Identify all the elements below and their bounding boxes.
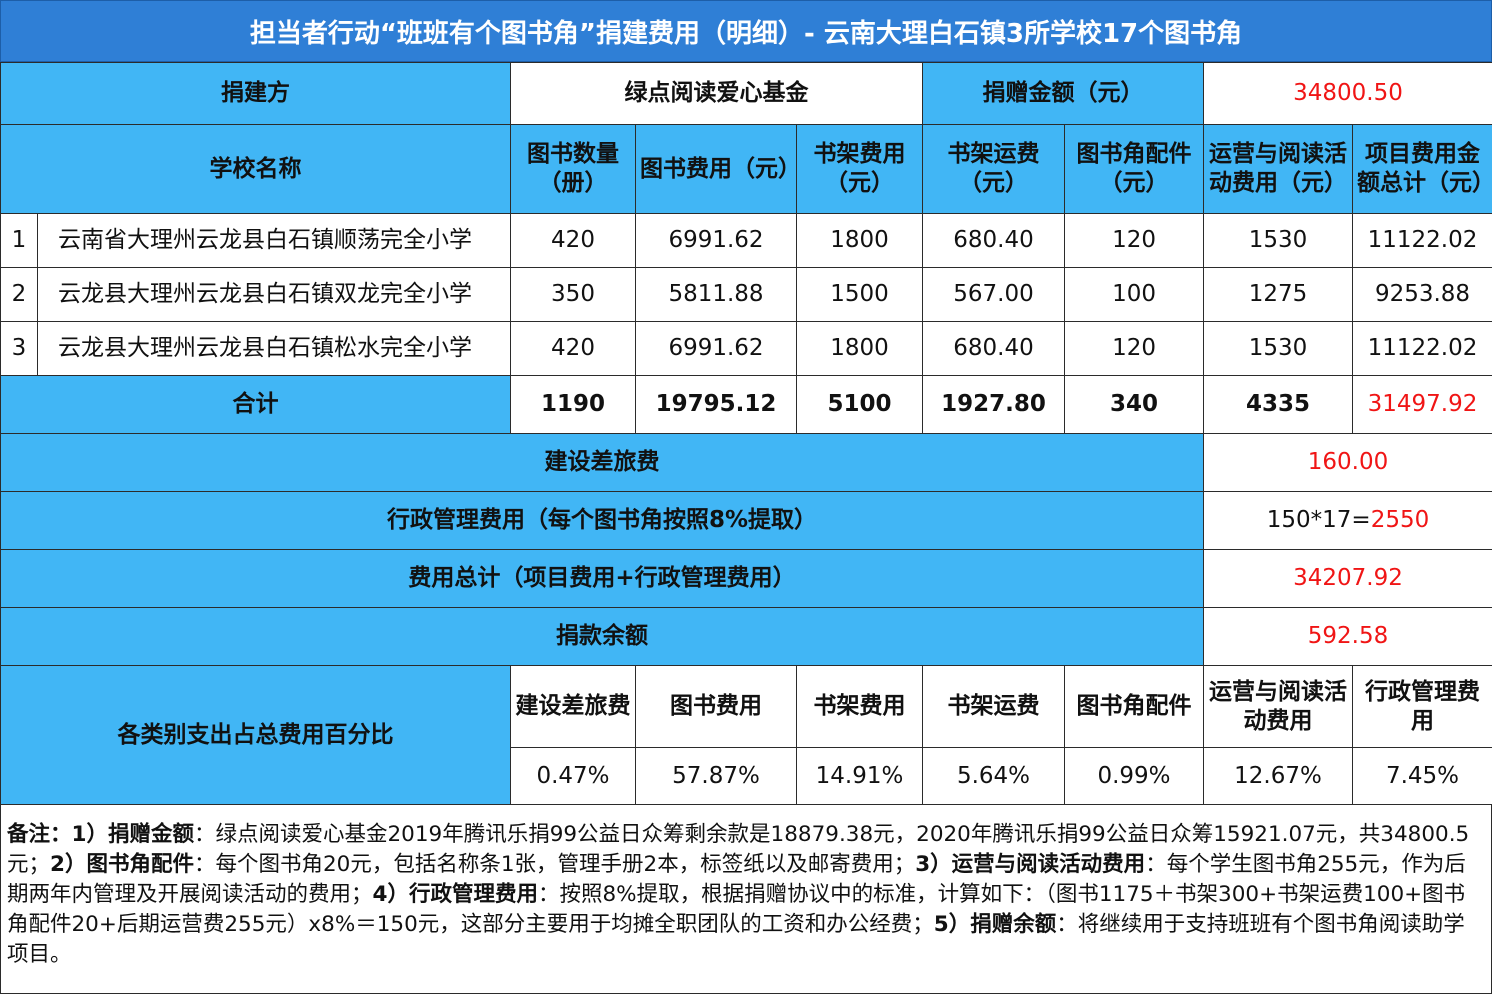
- notes-prefix: 备注：: [7, 822, 72, 847]
- travel-value: 160.00: [1203, 433, 1492, 492]
- percent-header: 图书费用: [635, 665, 797, 748]
- sum-total: 31497.92: [1352, 375, 1492, 434]
- sum-accessories: 340: [1064, 375, 1205, 434]
- note-4-head: 4）行政管理费用: [372, 882, 538, 907]
- accessories: 120: [1064, 213, 1205, 268]
- note-1-text: ：绿点阅读爱心基金2019年腾讯乐捐99公益日众筹剩余款是18879.38元，2…: [7, 822, 1470, 877]
- school-name: 云龙县大理州云龙县白石镇双龙完全小学: [37, 267, 511, 322]
- page-title: 担当者行动“班班有个图书角”捐建费用（明细）- 云南大理白石镇3所学校17个图书…: [0, 0, 1492, 62]
- percent-value: 0.99%: [1064, 747, 1205, 805]
- percent-value: 12.67%: [1203, 747, 1354, 805]
- shelf-cost: 1800: [795, 321, 924, 376]
- donor-name: 绿点阅读爱心基金: [509, 62, 924, 125]
- header-books-cost: 图书费用（元）: [635, 124, 797, 214]
- note-2-head: 2）图书角配件: [50, 852, 194, 877]
- donor-label: 捐建方: [0, 62, 511, 125]
- note-4-text: ：按照8%提取，根据捐赠协议中的标准，计算如下：（图书1175＋书架300+书架…: [7, 882, 1466, 937]
- percent-header: 书架运费: [922, 665, 1066, 748]
- percent-header-row: 各类别支出占总费用百分比 建设差旅费 图书费用 书架费用 书架运费 图书角配件 …: [0, 665, 1492, 805]
- books-cost: 6991.62: [635, 321, 797, 376]
- balance-row: 捐款余额 592.58: [0, 607, 1492, 666]
- books-cost: 6991.62: [635, 213, 797, 268]
- header-books-qty: 图书数量（册）: [510, 124, 636, 214]
- donor-row: 捐建方 绿点阅读爱心基金 捐赠金额（元） 34800.50: [0, 62, 1492, 125]
- header-shelf-cost: 书架费用（元）: [795, 124, 924, 214]
- percent-label: 各类别支出占总费用百分比: [0, 665, 511, 805]
- shelf-freight: 567.00: [922, 267, 1066, 322]
- sum-shelf-cost: 5100: [795, 375, 924, 434]
- books-qty: 420: [510, 321, 636, 376]
- header-project-total: 项目费用金额总计（元）: [1352, 124, 1492, 214]
- percent-value: 7.45%: [1352, 747, 1492, 805]
- table-row: 1 云南省大理州云龙县白石镇顺荡完全小学 420 6991.62 1800 68…: [0, 213, 1492, 268]
- shelf-cost: 1500: [795, 267, 924, 322]
- travel-row: 建设差旅费 160.00: [0, 433, 1492, 492]
- travel-label: 建设差旅费: [0, 433, 1205, 492]
- sum-books-cost: 19795.12: [635, 375, 797, 434]
- shelf-freight: 680.40: [922, 213, 1066, 268]
- note-5-head: 5）捐赠余额: [933, 912, 1057, 937]
- donation-amount-label: 捐赠金额（元）: [922, 62, 1205, 125]
- school-name: 云南省大理州云龙县白石镇顺荡完全小学: [37, 213, 511, 268]
- accessories: 120: [1064, 321, 1205, 376]
- donation-amount-value: 34800.50: [1203, 62, 1492, 125]
- balance-label: 捐款余额: [0, 607, 1205, 666]
- percent-value-row: 0.47% 57.87% 14.91% 5.64% 0.99% 12.67% 7…: [1, 747, 1492, 805]
- notes-section: 备注：1）捐赠金额：绿点阅读爱心基金2019年腾讯乐捐99公益日众筹剩余款是18…: [0, 804, 1492, 994]
- books-cost: 5811.88: [635, 267, 797, 322]
- percent-header: 书架费用: [795, 665, 924, 748]
- sum-operation: 4335: [1203, 375, 1354, 434]
- note-3-head: 3）运营与阅读活动费用: [915, 852, 1146, 877]
- percent-value: 5.64%: [922, 747, 1066, 805]
- expense-table: 捐建方 绿点阅读爱心基金 捐赠金额（元） 34800.50 学校名称 图书数量（…: [0, 62, 1492, 805]
- header-accessories: 图书角配件（元）: [1064, 124, 1205, 214]
- admin-label: 行政管理费用（每个图书角按照8%提取）: [0, 491, 1205, 550]
- note-5-text: ：将继续用于支持班班有个图书角阅读助学项目。: [7, 912, 1465, 967]
- percent-header: 图书角配件: [1064, 665, 1205, 748]
- header-operation: 运营与阅读活动费用（元）: [1203, 124, 1354, 214]
- sum-row: 合计 1190 19795.12 5100 1927.80 340 4335 3…: [0, 375, 1492, 434]
- percent-header: 行政管理费用: [1352, 665, 1492, 748]
- note-3-text: ：每个学生图书角255元，作为后期两年内管理及开展阅读活动的费用；: [7, 852, 1466, 907]
- operation: 1530: [1203, 321, 1354, 376]
- school-name: 云龙县大理州云龙县白石镇松水完全小学: [37, 321, 511, 376]
- balance-value: 592.58: [1203, 607, 1492, 666]
- note-2-text: ：每个图书角20元，包括名称条1张，管理手册2本，标签纸以及邮寄费用；: [193, 852, 916, 877]
- sum-books-qty: 1190: [510, 375, 636, 434]
- column-header-row: 学校名称 图书数量（册） 图书费用（元） 书架费用（元） 书架运费（元） 图书角…: [0, 124, 1492, 214]
- table-row: 2 云龙县大理州云龙县白石镇双龙完全小学 350 5811.88 1500 56…: [0, 267, 1492, 322]
- row-index: 1: [0, 213, 38, 268]
- percent-value: 14.91%: [795, 747, 924, 805]
- operation: 1275: [1203, 267, 1354, 322]
- project-total: 11122.02: [1352, 213, 1492, 268]
- books-qty: 420: [510, 213, 636, 268]
- accessories: 100: [1064, 267, 1205, 322]
- percent-header: 运营与阅读活动费用: [1203, 665, 1354, 748]
- shelf-cost: 1800: [795, 213, 924, 268]
- grand-total-value: 34207.92: [1203, 549, 1492, 608]
- admin-value-cell: 150*17=2550: [1203, 491, 1492, 550]
- grand-total-row: 费用总计（项目费用+行政管理费用） 34207.92: [0, 549, 1492, 608]
- row-index: 3: [0, 321, 38, 376]
- project-total: 11122.02: [1352, 321, 1492, 376]
- admin-value: 2550: [1370, 507, 1430, 533]
- project-total: 9253.88: [1352, 267, 1492, 322]
- header-shelf-freight: 书架运费（元）: [922, 124, 1066, 214]
- note-1-head: 1）捐赠金额: [71, 822, 194, 847]
- shelf-freight: 680.40: [922, 321, 1066, 376]
- admin-formula: 150*17=: [1266, 507, 1371, 533]
- header-school: 学校名称: [0, 124, 511, 214]
- percent-value: 0.47%: [510, 747, 636, 805]
- admin-row: 行政管理费用（每个图书角按照8%提取） 150*17=2550: [0, 491, 1492, 550]
- table-row: 3 云龙县大理州云龙县白石镇松水完全小学 420 6991.62 1800 68…: [0, 321, 1492, 376]
- sum-shelf-freight: 1927.80: [922, 375, 1066, 434]
- operation: 1530: [1203, 213, 1354, 268]
- sum-label: 合计: [0, 375, 511, 434]
- row-index: 2: [0, 267, 38, 322]
- percent-header: 建设差旅费: [510, 665, 636, 748]
- grand-total-label: 费用总计（项目费用+行政管理费用）: [0, 549, 1205, 608]
- percent-value: 57.87%: [635, 747, 797, 805]
- books-qty: 350: [510, 267, 636, 322]
